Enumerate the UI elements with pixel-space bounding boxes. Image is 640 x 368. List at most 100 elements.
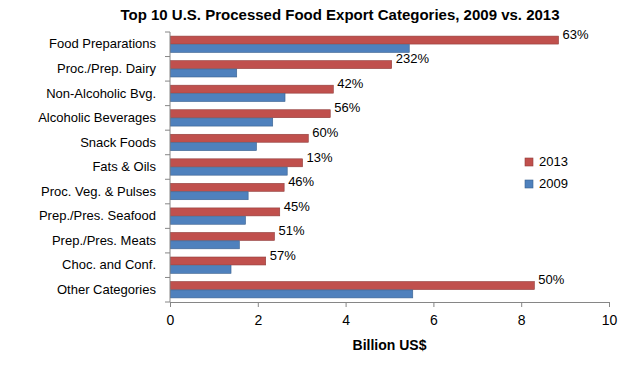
y-separator: [165, 277, 170, 278]
annotation: 51%: [278, 223, 304, 238]
bar: [170, 134, 308, 142]
bar: [170, 159, 303, 167]
y-separators: [165, 32, 170, 302]
x-axis: 0 2 4 6 8 10: [167, 302, 618, 328]
y-tick-label: Alcoholic Beverages: [38, 110, 156, 125]
legend-swatch: [525, 180, 533, 188]
y-tick-label: Prep./Pres. Seafood: [39, 208, 156, 223]
x-tick-label: 4: [342, 312, 350, 328]
bar: [170, 282, 534, 290]
x-axis-title: Billion US$: [353, 337, 427, 353]
annotation: 46%: [288, 174, 314, 189]
y-separator: [165, 203, 170, 204]
bar: [170, 290, 413, 298]
y-tick-label: Non-Alcoholic Bvg.: [46, 86, 156, 101]
bar: [170, 265, 231, 273]
bars: [170, 36, 559, 298]
bar: [170, 118, 273, 126]
x-tick: 2: [254, 302, 262, 328]
x-tick-mark: [258, 302, 259, 307]
y-tick: Alcoholic Beverages: [38, 110, 156, 125]
legend-label: 2009: [539, 176, 568, 191]
y-tick: Fats & Oils: [92, 159, 156, 174]
y-tick: Snack Foods: [80, 135, 156, 150]
bar: [170, 143, 256, 151]
y-tick-label: Food Preparations: [49, 36, 156, 51]
annotation: 50%: [538, 272, 564, 287]
annotation: 45%: [284, 199, 310, 214]
x-tick-label: 2: [254, 312, 262, 328]
annotation: 56%: [334, 100, 360, 115]
chart-svg: Top 10 U.S. Processed Food Export Catego…: [0, 0, 640, 368]
annotations: 63% 232% 42% 56% 60% 13% 46% 45% 51% 57% 50%: [270, 27, 589, 287]
y-tick: Choc. and Conf.: [62, 257, 156, 272]
y-separator: [165, 154, 170, 155]
y-tick-label: Snack Foods: [80, 135, 156, 150]
bar: [170, 44, 409, 52]
bar: [170, 192, 248, 200]
x-tick-mark: [609, 302, 610, 307]
legend-swatch: [525, 158, 533, 166]
bar: [170, 167, 287, 175]
bar-series: [170, 44, 413, 297]
annotation: 57%: [270, 248, 296, 263]
x-tick: 8: [518, 302, 526, 328]
y-separator: [165, 81, 170, 82]
y-tick: Prep./Pres. Seafood: [39, 208, 156, 223]
bar: [170, 94, 285, 102]
legend-item: 2013: [525, 154, 568, 169]
x-tick-label: 10: [602, 312, 618, 328]
x-tick-mark: [433, 302, 434, 307]
y-tick: Prep./Pres. Meats: [52, 233, 157, 248]
annotation: 42%: [337, 76, 363, 91]
bar: [170, 36, 559, 44]
y-separator: [165, 302, 170, 303]
x-tick: 4: [342, 302, 350, 328]
y-tick-label: Choc. and Conf.: [62, 257, 156, 272]
y-separator: [165, 228, 170, 229]
annotation: 63%: [563, 27, 589, 42]
y-axis: Food Preparations Proc./Prep. Dairy Non-Al…: [38, 32, 170, 302]
annotation: 60%: [312, 125, 338, 140]
annotation: 232%: [396, 51, 430, 66]
bar: [170, 208, 280, 216]
bar: [170, 61, 392, 69]
y-separator: [165, 105, 170, 106]
y-tick-label: Fats & Oils: [92, 159, 156, 174]
y-separator: [165, 32, 170, 33]
bar: [170, 69, 237, 77]
bar: [170, 85, 333, 93]
y-tick-label: Proc. Veg. & Pulses: [41, 184, 156, 199]
y-separator: [165, 252, 170, 253]
y-tick: Non-Alcoholic Bvg.: [46, 86, 156, 101]
x-tick-label: 8: [518, 312, 526, 328]
x-tick: 0: [167, 302, 175, 328]
x-tick: 10: [602, 302, 618, 328]
x-tick-mark: [170, 302, 171, 307]
bar: [170, 110, 330, 118]
y-separator: [165, 130, 170, 131]
y-tick: Proc./Prep. Dairy: [57, 61, 156, 76]
y-tick: Food Preparations: [49, 36, 156, 51]
bar: [170, 216, 246, 224]
x-tick-mark: [521, 302, 522, 307]
y-separator: [165, 179, 170, 180]
legend-label: 2013: [539, 154, 568, 169]
x-tick: 6: [430, 302, 438, 328]
bar: [170, 183, 284, 191]
bar: [170, 257, 266, 265]
y-tick-label: Prep./Pres. Meats: [52, 233, 157, 248]
y-tick-label: Other Categories: [57, 282, 156, 297]
x-tick-mark: [346, 302, 347, 307]
chart-container: Top 10 U.S. Processed Food Export Catego…: [0, 0, 640, 368]
y-tick: Other Categories: [57, 282, 156, 297]
bar: [170, 241, 239, 249]
annotation: 13%: [307, 150, 333, 165]
bar: [170, 232, 274, 240]
legend: 2013 2009: [525, 154, 568, 191]
legend-item: 2009: [525, 176, 568, 191]
x-axis-line: [171, 302, 610, 303]
y-axis-line: [170, 32, 171, 302]
x-tick-label: 6: [430, 312, 438, 328]
bar-series: [170, 36, 559, 289]
